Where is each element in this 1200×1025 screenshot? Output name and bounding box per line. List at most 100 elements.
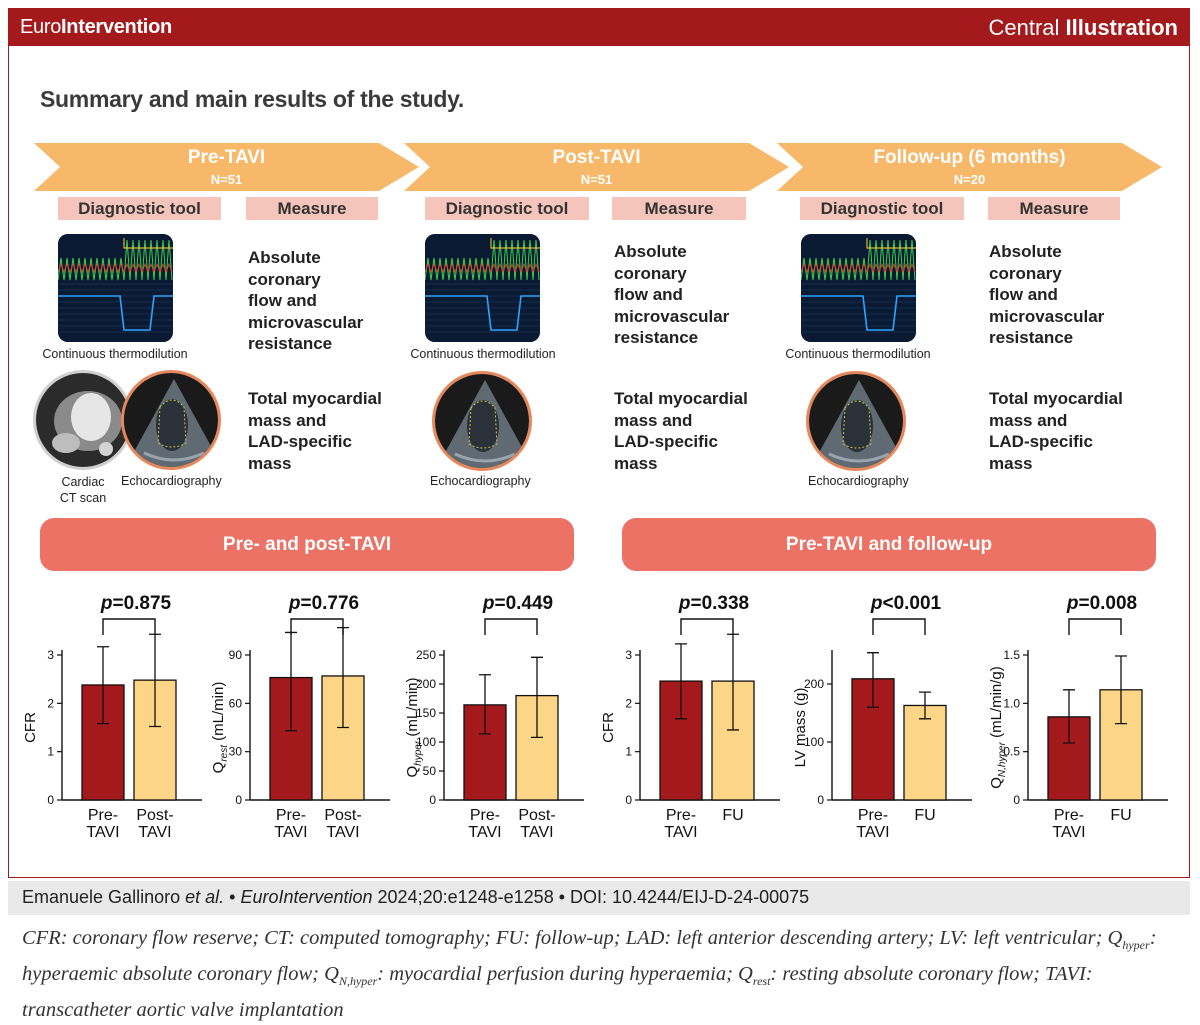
category-label: Post-TAVI [136,807,173,841]
y-tick-label: 1.0 [1003,696,1020,710]
y-tick-label: 200 [416,677,436,691]
category-label: FU [1110,807,1131,824]
chip-measure: Measure [246,197,378,220]
y-tick-label: 1 [625,745,632,759]
y-axis-label: Qrest (mL/min) [210,682,230,774]
thermodilution-image [425,234,540,342]
y-tick-label: 0 [235,793,242,807]
caption-echo: Echocardiography [808,474,909,488]
y-tick-label: 0 [625,793,632,807]
y-tick-label: 0 [47,793,54,807]
caption-thermodilution: Continuous thermodilution [42,347,188,361]
chart-qrest-pre-post: p=0.776 0 30 60 90 Qrest (mL/min) Pre-TAVI Post… [210,593,390,841]
measure-flow: Absolute coronary flow and microvascular re… [248,248,364,353]
echocardiography-image [806,371,906,471]
thermodilution-image [58,234,173,342]
category-label: Pre-TAVI [86,807,119,841]
measure-flow: Absolute coronary flow and microvascular re… [989,242,1105,347]
y-axis-label: CFR [22,712,39,743]
phase-label: Follow-up (6 months) [873,147,1066,168]
error-bar [531,656,543,739]
caption-thermodilution: Continuous thermodilution [785,347,931,361]
y-tick-label: 1.5 [1003,648,1020,662]
p-value-label: p=0.776 [288,593,359,614]
header-bar: EuroIntervention Central Illustration [8,8,1190,46]
y-tick-label: 50 [423,764,437,778]
y-tick-label: 0.5 [1003,745,1020,759]
error-bar [867,652,879,708]
p-value-label: p=0.338 [678,593,749,614]
error-bar [727,633,739,731]
error-bar [1063,689,1075,744]
figure-frame [8,8,1190,878]
chip-diagnostic-tool: Diagnostic tool [58,197,221,220]
y-tick-label: 2 [47,696,54,710]
thermodilution-image [801,234,916,342]
category-label: Pre-TAVI [664,807,697,841]
abbreviations: CFR: coronary flow reserve; CT: computed… [22,927,1157,1022]
citation: Emanuele Gallinoro et al. • EuroInterven… [22,887,810,907]
error-bar [97,646,109,725]
y-tick-label: 100 [804,735,824,749]
category-label: FU [722,807,743,824]
error-bar [149,633,161,728]
phase-label: Pre-TAVI [187,147,266,168]
phase-arrow-followup: Follow-up (6 months) N=20 [777,143,1162,191]
category-label: Pre-TAVI [856,807,889,841]
chip-diagnostic-tool: Diagnostic tool [425,197,589,220]
error-bar [919,691,931,720]
y-tick-label: 60 [229,696,243,710]
y-tick-label: 100 [416,735,436,749]
caption-echo: Echocardiography [430,474,531,488]
chart-qhyper-pre-post: p=0.449 0 50 100 150 200 250 Qhyper (mL/min) Pre… [404,593,584,841]
phase-arrow-pre: Pre-TAVI N=51 [34,143,419,191]
measure-mass: Total myocardial mass and LAD-specific mas… [989,389,1123,473]
chip-measure: Measure [612,197,746,220]
group-pre-followup: Pre-TAVI and follow-up [622,518,1156,571]
journal-brand: EuroIntervention [20,16,172,38]
caption-ct: Cardiac CT scan [59,475,107,505]
citation-band [8,881,1190,915]
p-value-label: p=0.449 [482,593,553,614]
caption-echo: Echocardiography [121,474,222,488]
chip-diagnostic-tool: Diagnostic tool [800,197,964,220]
measure-flow: Absolute coronary flow and microvascular re… [614,242,730,347]
phase-arrow-post: Post-TAVI N=51 [404,143,789,191]
error-bar [1115,655,1127,725]
measure-mass: Total myocardial mass and LAD-specific mas… [248,389,382,473]
chart-qnhyper-pre-fu: p=0.008 0 0.5 1.0 1.5 QN,hyper (mL/min/g) Pre-… [988,593,1168,841]
echocardiography-image [432,371,532,471]
y-axis-label: Qhyper (mL/min) [404,677,424,777]
y-axis-label: CFR [600,712,617,743]
significance-bracket [102,618,156,635]
category-label: Pre-TAVI [468,807,501,841]
bar [903,704,947,801]
y-tick-label: 3 [625,648,632,662]
y-tick-label: 90 [229,648,243,662]
y-tick-label: 30 [229,745,243,759]
significance-bracket [1068,618,1122,635]
significance-bracket [484,618,538,635]
p-value-label: p<0.001 [870,593,942,614]
category-label: Post-TAVI [324,807,361,841]
category-label: FU [914,807,935,824]
significance-bracket [290,618,344,635]
significance-bracket [872,618,926,635]
p-value-label: p=0.008 [1066,593,1137,614]
error-bar [285,631,297,732]
y-tick-label: 250 [416,648,436,662]
echocardiography-image [121,370,221,470]
y-tick-label: 0 [429,793,436,807]
p-value-label: p=0.875 [100,593,172,614]
category-label: Post-TAVI [518,807,555,841]
chart-cfr-pre-fu: p=0.338 0 1 2 3 CFR Pre-TAVI FU [600,593,780,841]
phase-n: N=20 [953,172,986,187]
category-label: Pre-TAVI [1052,807,1085,841]
error-bar [337,626,349,729]
figure-title: Summary and main results of the study. [40,86,464,112]
error-bar [479,674,491,735]
y-tick-label: 3 [47,648,54,662]
measure-mass: Total myocardial mass and LAD-specific mas… [614,389,748,473]
phase-label: Post-TAVI [552,147,641,168]
